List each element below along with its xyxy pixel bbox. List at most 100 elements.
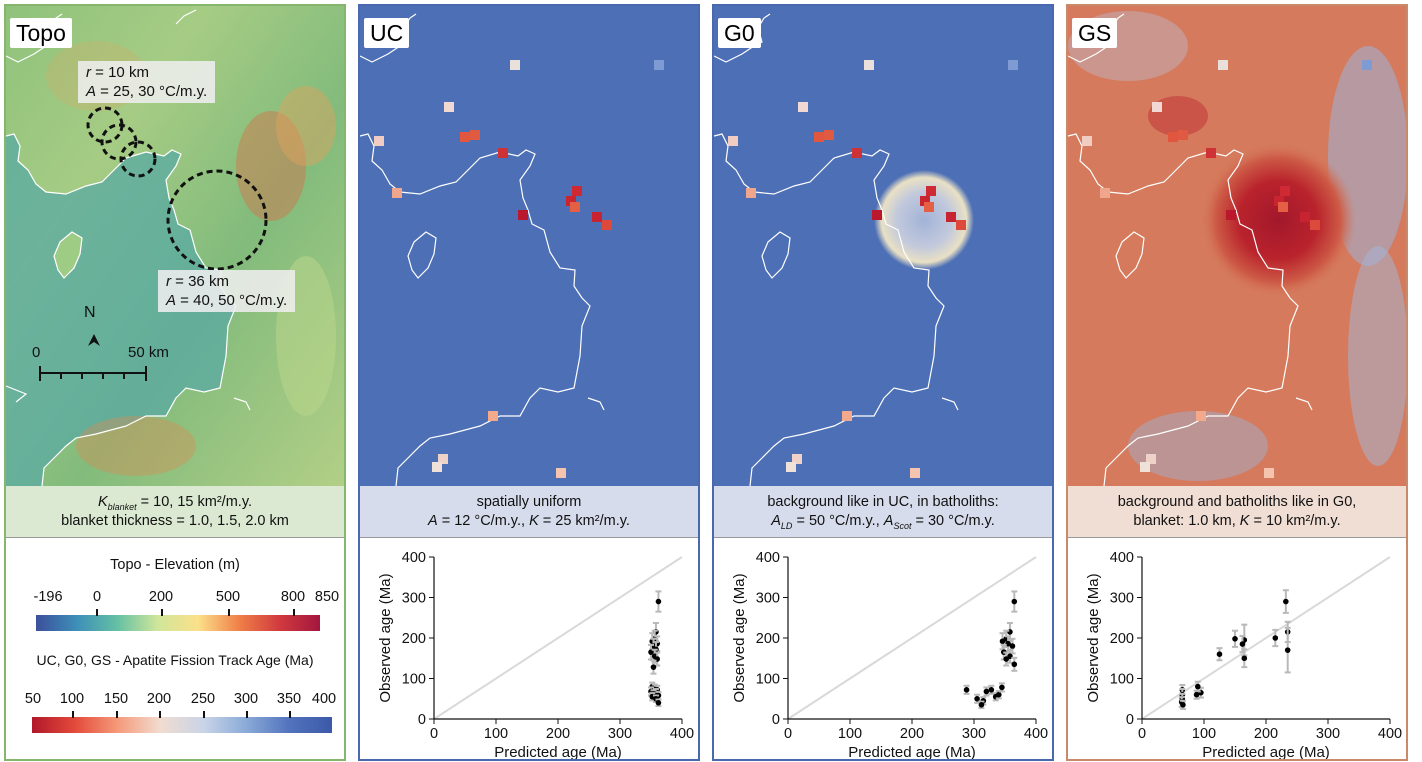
- data-point: [1241, 648, 1248, 669]
- data-point: [1179, 699, 1186, 710]
- data-point: [998, 682, 1005, 693]
- age-tick: 200: [146, 691, 172, 707]
- x-tick-label: 400: [670, 726, 694, 742]
- y-tick-label: 300: [1110, 591, 1134, 607]
- age-tick: 400: [311, 691, 337, 707]
- x-tick-label: 100: [1192, 726, 1216, 742]
- y-tick-label: 200: [756, 631, 780, 647]
- age-colorbar-title: UC, G0, GS - Apatite Fission Track Age (…: [36, 652, 314, 668]
- point-marker: [1003, 656, 1010, 662]
- point-marker: [1239, 641, 1246, 647]
- data-point: [650, 659, 657, 675]
- x-tick-label: 200: [1254, 726, 1278, 742]
- data-point: [983, 686, 990, 697]
- point-marker: [999, 684, 1005, 691]
- gs-scatter-plot: 0 100 200 300 400 0 100 200 300 400 Predicted age …: [1085, 550, 1402, 759]
- gs-age-map: [1068, 6, 1406, 486]
- age-tick: 300: [233, 691, 259, 707]
- y-tick-label: 300: [756, 591, 780, 607]
- y-axis-label: Observed age (Ma): [1085, 573, 1102, 702]
- panel-label-g0: G0: [718, 18, 761, 48]
- gs-caption: background and batholiths like in G0, bl…: [1068, 486, 1406, 538]
- point-marker: [996, 691, 1002, 698]
- age-bar-tick: [289, 711, 291, 718]
- age-tick: 350: [276, 691, 302, 707]
- data-point: [1232, 629, 1238, 648]
- uc-age-map: [360, 6, 698, 486]
- y-tick-label: 400: [1110, 550, 1134, 566]
- y-tick-label: 200: [1110, 631, 1134, 647]
- y-tick-label: 100: [402, 672, 426, 688]
- x-axis-label: Predicted age (Ma): [1202, 744, 1330, 759]
- y-axis-label: Observed age (Ma): [377, 573, 394, 702]
- point-marker: [963, 687, 970, 693]
- data-point: [978, 700, 985, 710]
- age-colorbar: [32, 717, 332, 733]
- point-marker: [1284, 647, 1291, 653]
- panel-label-uc: UC: [364, 18, 410, 48]
- age-tick: 250: [190, 691, 216, 707]
- elevation-bar-tick: [228, 609, 230, 616]
- x-tick-label: 200: [900, 726, 924, 742]
- point-marker: [1216, 651, 1223, 657]
- data-point: [1284, 626, 1291, 674]
- uc-caption: spatially uniform A = 12 °C/m.y., K = 25…: [360, 486, 698, 538]
- data-point: [1216, 647, 1223, 662]
- data-point: [1272, 628, 1279, 648]
- x-tick-label: 0: [1138, 726, 1146, 742]
- scale-bar: [39, 366, 147, 381]
- point-marker: [1011, 598, 1018, 605]
- y-tick-label: 200: [402, 631, 426, 647]
- y-tick-label: 100: [756, 672, 780, 688]
- data-point: [1239, 634, 1246, 654]
- data-point: [963, 684, 970, 695]
- x-tick-label: 100: [838, 726, 862, 742]
- data-point: [655, 590, 662, 613]
- point-marker: [988, 687, 995, 693]
- x-axis-label: Predicted age (Ma): [848, 744, 976, 759]
- point-marker: [1011, 661, 1018, 668]
- age-bar-tick: [72, 711, 74, 718]
- data-point: [1011, 656, 1018, 672]
- topo-caption: Kblanket = 10, 15 km²/m.y. blanket thick…: [6, 486, 344, 538]
- y-tick-label: 0: [418, 712, 426, 728]
- age-bar-tick: [246, 711, 248, 718]
- g0-panel: G0 background like in UC, in batholiths:…: [712, 4, 1054, 761]
- topo-panel: Topo r = 10 km A = 25, 30 °C/m.y. r = 36…: [4, 4, 346, 761]
- colorbar-legend: Topo - Elevation (m) -196 0 200 500 800 …: [6, 539, 344, 759]
- point-marker: [650, 664, 657, 670]
- age-bar-tick: [159, 711, 161, 718]
- x-tick-label: 300: [608, 726, 632, 742]
- large-radius-annotation: r = 36 km A = 40, 50 °C/m.y.: [158, 270, 296, 312]
- one-to-one-line: [433, 556, 683, 720]
- x-tick-label: 300: [1316, 726, 1340, 742]
- point-marker: [1180, 702, 1186, 708]
- x-tick-label: 0: [784, 726, 792, 742]
- age-bar-tick: [203, 711, 205, 718]
- point-marker: [1241, 655, 1248, 662]
- data-point: [1193, 689, 1200, 700]
- y-tick-label: 0: [772, 712, 780, 728]
- data-point: [1282, 589, 1289, 614]
- elevation-colorbar: [36, 615, 320, 631]
- x-tick-label: 400: [1378, 726, 1402, 742]
- x-tick-label: 200: [546, 726, 570, 742]
- point-marker: [1193, 691, 1200, 698]
- g0-scatter-plot: 0 100 200 300 400 0 100 200 300 400 Predicted age …: [731, 550, 1048, 759]
- age-tick: 150: [103, 691, 129, 707]
- point-marker: [1272, 635, 1279, 641]
- y-tick-label: 400: [402, 550, 426, 566]
- g0-age-map: [714, 6, 1052, 486]
- age-tick: 100: [59, 691, 85, 707]
- elevation-bar-tick: [293, 609, 295, 616]
- point-marker: [1009, 643, 1016, 649]
- age-tick: 50: [24, 691, 42, 707]
- elevation-tick: 850: [314, 589, 340, 605]
- data-point: [1011, 590, 1018, 613]
- point-marker: [1283, 598, 1289, 605]
- small-radius-annotation: r = 10 km A = 25, 30 °C/m.y.: [78, 61, 216, 103]
- point-marker: [999, 638, 1006, 645]
- gs-panel: GS background and batholiths like in G0,…: [1066, 4, 1408, 761]
- point-marker: [978, 702, 985, 708]
- data-point: [655, 698, 662, 708]
